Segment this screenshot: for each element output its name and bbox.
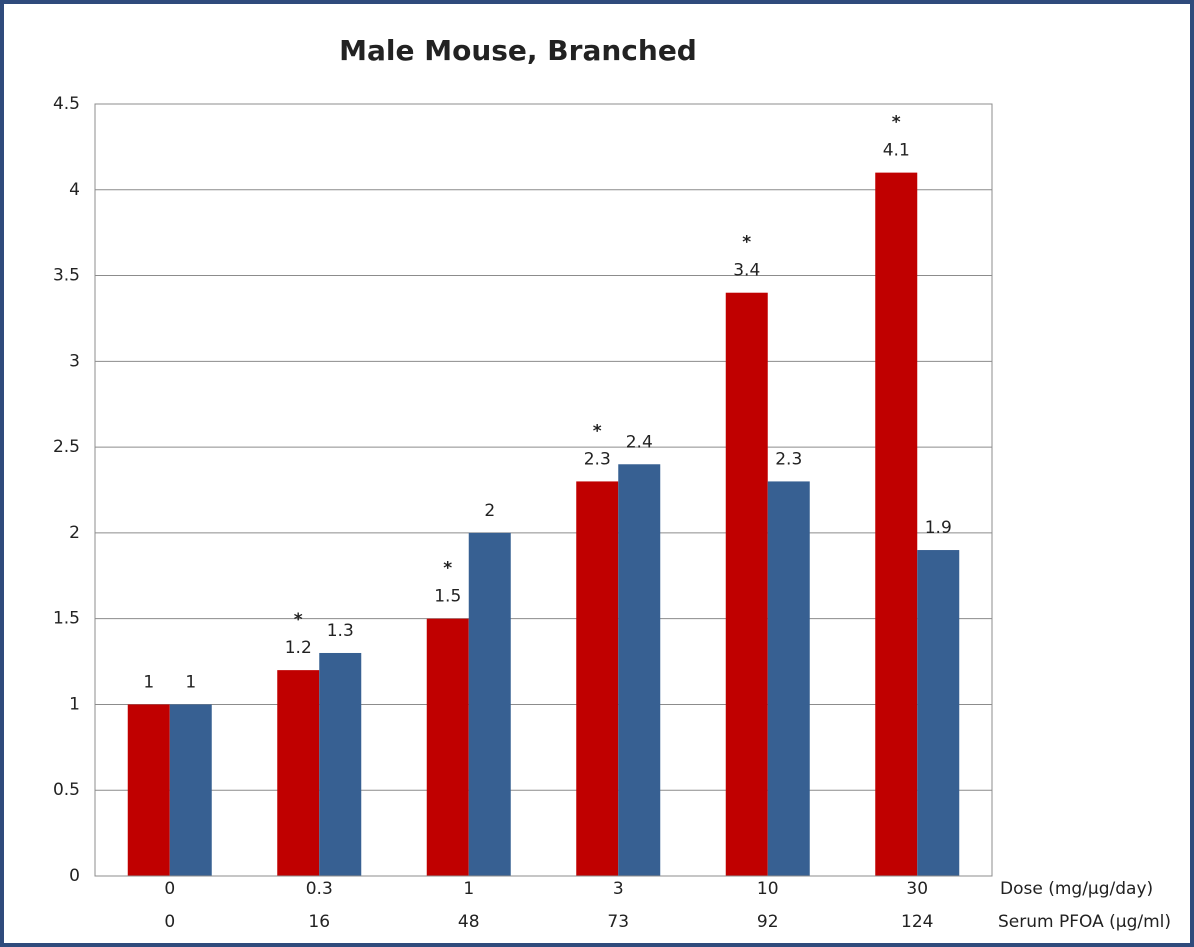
bar <box>875 172 918 877</box>
bar <box>576 481 619 876</box>
value-label: 4.1 <box>883 141 910 161</box>
value-label: 1 <box>185 672 196 692</box>
bar <box>725 292 768 876</box>
x-tick-label-row2: 16 <box>308 912 330 932</box>
value-label: 1.9 <box>925 518 952 538</box>
bar <box>426 618 469 876</box>
value-label: 2.3 <box>775 449 802 469</box>
significance-mark: * <box>443 559 452 579</box>
bar <box>618 464 661 876</box>
value-label: 2.3 <box>584 449 611 469</box>
x-tick-label-row2: 48 <box>458 912 480 932</box>
value-label: 1 <box>143 672 154 692</box>
x-tick-label-row2: 73 <box>607 912 629 932</box>
x-tick-label: 3 <box>613 879 624 899</box>
significance-mark: * <box>593 421 602 441</box>
y-tick-label: 3 <box>69 351 80 371</box>
bar <box>277 670 320 876</box>
y-tick-label: 4.5 <box>53 94 80 114</box>
y-tick-label: 3.5 <box>53 266 80 286</box>
value-label: 1.5 <box>434 587 461 607</box>
x-tick-label: 0 <box>164 879 175 899</box>
value-label: 1.2 <box>285 638 312 658</box>
y-tick-label: 0 <box>69 866 80 886</box>
bar <box>767 481 810 876</box>
significance-mark: * <box>742 233 751 253</box>
x-tick-label: 1 <box>463 879 474 899</box>
value-label: 3.4 <box>733 261 760 281</box>
bar <box>127 704 170 876</box>
bar <box>169 704 212 876</box>
y-tick-label: 2 <box>69 523 80 543</box>
y-tick-label: 2.5 <box>53 437 80 457</box>
value-label: 2.4 <box>626 432 653 452</box>
significance-mark: * <box>892 113 901 133</box>
y-tick-label: 1 <box>69 694 80 714</box>
y-tick-label: 0.5 <box>53 780 80 800</box>
bar <box>319 652 362 876</box>
x-tick-label-row2: 92 <box>757 912 779 932</box>
x-tick-label: 30 <box>906 879 928 899</box>
x-tick-label-row2: 0 <box>164 912 175 932</box>
bar <box>468 532 511 876</box>
significance-mark: * <box>294 610 303 630</box>
y-tick-label: 1.5 <box>53 609 80 629</box>
value-label: 2 <box>484 501 495 521</box>
value-label: 1.3 <box>327 621 354 641</box>
x-tick-label-row2: 124 <box>901 912 933 932</box>
x-tick-label: 0.3 <box>306 879 333 899</box>
row-label: Serum PFOA (µg/ml) <box>998 912 1171 932</box>
row-label: Dose (mg/µg/day) <box>1000 879 1153 899</box>
x-tick-label: 10 <box>757 879 779 899</box>
y-tick-label: 4 <box>69 180 80 200</box>
bar <box>917 550 960 876</box>
chart-title: Male Mouse, Branched <box>339 34 697 67</box>
